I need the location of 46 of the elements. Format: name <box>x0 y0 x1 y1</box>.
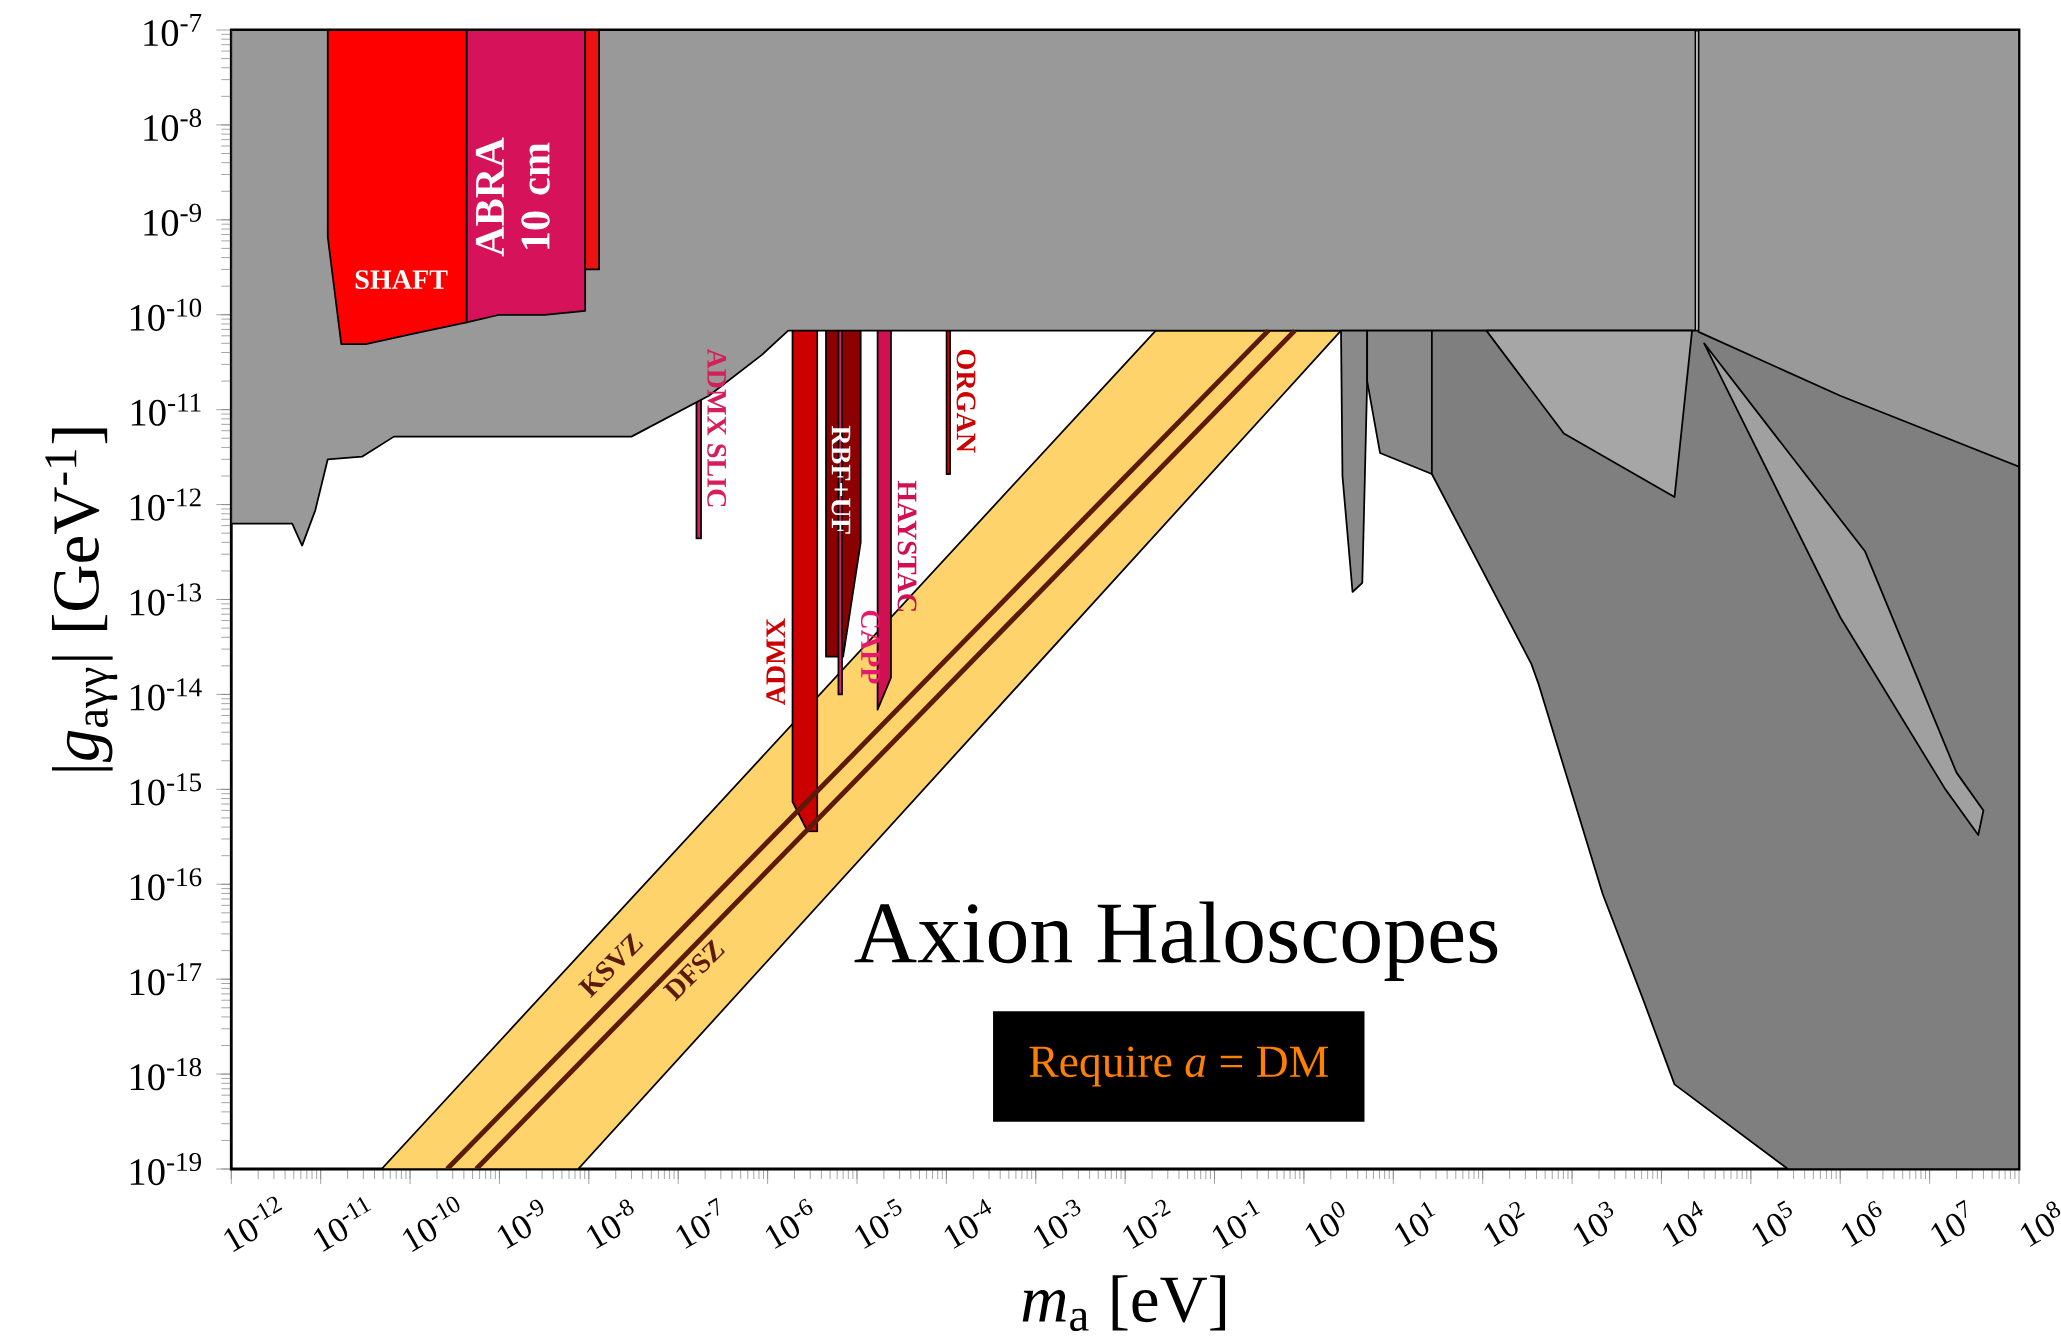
x-tick-label: 10$^{0}$ <box>1305 1201 1345 1247</box>
x-tick-label: 10$^{-9}$ <box>497 1199 544 1249</box>
y-tick-label: 10$^{-16}$ <box>130 868 202 901</box>
y-tick-label: 10$^{-17}$ <box>130 963 202 996</box>
x-tick-label: 10$^{4}$ <box>1663 1200 1703 1247</box>
series-label: RBF+UF <box>831 425 851 534</box>
text: ORGAN <box>956 349 976 453</box>
annotation: Require a = DM <box>1029 1046 1328 1087</box>
x-tick-label: 10$^{-4}$ <box>944 1198 992 1249</box>
y-tick-label: 10$^{-9}$ <box>144 203 201 236</box>
y-tick-label: 10$^{-19}$ <box>130 1152 201 1186</box>
text: HAYSTAC <box>897 480 917 611</box>
x-tick-label: 10$^{-11}$ <box>313 1196 372 1252</box>
y-tick-label: 10$^{-11}$ <box>131 393 201 426</box>
text: ADMX <box>766 618 785 706</box>
y-tick-label: 10$^{-18}$ <box>130 1057 202 1091</box>
series-label: SHAFT <box>355 270 448 290</box>
x-tick-label: 10$^{3}$ <box>1573 1201 1614 1247</box>
series-label: ABRA 10 cm <box>475 137 550 257</box>
x-tick-label: 10$^{-12}$ <box>224 1196 283 1252</box>
x-tick-label: 10$^{-8}$ <box>587 1199 634 1249</box>
y-tick-label: 10$^{-7}$ <box>144 13 202 47</box>
annotation: Axion Haloscopes <box>854 901 1498 982</box>
x-tick-label: 10$^{-5}$ <box>855 1198 902 1249</box>
x-tick-label: 10$^{6}$ <box>1841 1200 1882 1247</box>
y-tick-label: 10$^{-8}$ <box>144 108 202 142</box>
x-tick-label: 10$^{-6}$ <box>765 1198 813 1249</box>
y-axis-title: |g$_{aγγ}$| [GeV$^{-1}$] <box>45 428 118 771</box>
y-tick-label: 10$^{-13}$ <box>130 583 202 616</box>
text: ADMX SLIC <box>707 348 727 507</box>
x-tick-label: 10$^{-7}$ <box>676 1197 719 1249</box>
x-tick-label: 10$^{8}$ <box>2020 1201 2061 1247</box>
text: CAPP <box>860 610 880 684</box>
y-tick-label: 10$^{-14}$ <box>130 678 202 711</box>
x-tick-label: 10$^{-3}$ <box>1033 1199 1081 1249</box>
x-axis-title: m$_{a}$ [eV] <box>1022 1275 1226 1332</box>
x-tick-label: 10$^{1}$ <box>1395 1201 1436 1247</box>
x-tick-label: 10$^{-1}$ <box>1212 1199 1261 1249</box>
y-tick-label: 10$^{-15}$ <box>130 773 202 806</box>
x-tick-label: 10$^{7}$ <box>1931 1199 1967 1247</box>
x-tick-label: 10$^{2}$ <box>1484 1201 1525 1247</box>
x-tick-label: 10$^{-10}$ <box>402 1196 460 1252</box>
x-tick-label: 10$^{5}$ <box>1752 1200 1792 1247</box>
y-tick-label: 10$^{-12}$ <box>130 488 201 521</box>
x-tick-label: 10$^{-2}$ <box>1123 1199 1171 1249</box>
y-tick-label: 10$^{-10}$ <box>130 298 202 331</box>
